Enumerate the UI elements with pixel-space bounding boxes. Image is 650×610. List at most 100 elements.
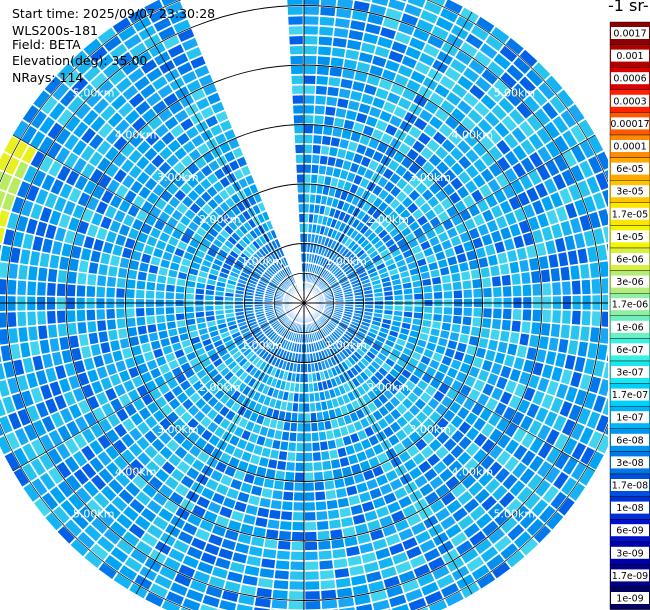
gate-cell [277,312,286,318]
gate-cell [109,69,126,86]
gate-cell [189,203,201,214]
gate-cell [408,126,422,139]
gate-cell [333,312,342,317]
gate-cell [463,397,476,411]
gate-cell [413,312,423,319]
gate-cell [27,296,36,311]
gate-cell [136,316,146,327]
gate-cell [402,397,414,409]
gate-cell [173,539,190,554]
gate-cell [288,591,304,600]
gate-cell [272,321,280,329]
range-ring-label: 5.00km [494,87,536,100]
gate-cell [217,378,227,389]
gate-cell [342,285,352,291]
gate-cell [239,371,249,382]
gate-cell [236,202,246,213]
gate-cell [245,504,259,516]
gate-cell [353,442,364,453]
gate-cell [381,217,391,228]
gate-cell [243,348,252,357]
gate-cell [457,406,470,420]
colorbar-label-bg [611,501,649,514]
gate-cell [353,336,362,344]
gate-cell [400,327,410,336]
gate-cell [500,365,512,379]
gate-cell [213,194,224,205]
gate-cell [352,122,365,133]
gate-cell [72,121,89,138]
gate-cell [272,589,289,600]
gate-cell [231,331,241,339]
gate-cell [433,291,443,299]
gate-cell [205,305,214,312]
gate-cell [456,574,475,590]
gate-cell [332,287,341,292]
gate-cell [228,275,238,282]
ray-line [22,118,305,304]
gate-cell [163,557,181,572]
gate-cell [275,249,282,258]
gate-cell [317,361,323,371]
gate-cell [396,358,407,368]
gate-cell [412,318,422,326]
gate-cell [51,240,63,256]
gate-cell [100,252,111,265]
gate-cell [0,279,7,295]
gate-cell [511,410,525,426]
gate-cell [83,38,102,56]
gate-cell [468,335,479,346]
gate-cell [7,377,20,395]
gate-cell [258,349,267,358]
gate-cell [336,353,344,362]
gate-cell [424,100,439,115]
gate-cell [511,320,521,332]
gate-cell [398,570,416,584]
gate-cell [329,519,342,529]
gate-cell [98,468,114,484]
gate-cell [352,584,369,596]
gate-cell [106,309,116,320]
gate-cell [278,410,286,421]
range-ring-label: 2.00km [367,381,409,394]
gate-cell [118,199,131,213]
gate-cell [471,402,484,416]
gate-cell [39,472,56,491]
gate-cell [121,433,135,448]
gate-cell [477,572,496,589]
gate-cell [494,535,512,552]
gate-cell [463,498,480,513]
gate-cell [512,285,522,297]
ray-line [303,302,448,608]
gate-cell [251,485,263,496]
gate-cell [288,26,303,35]
gate-cell [201,238,212,248]
gate-cell [367,519,382,532]
gate-cell [502,285,512,297]
gate-cell [605,426,608,435]
colorbar-label-bg [611,456,649,469]
gate-cell [500,226,512,240]
azimuth-line [303,302,596,472]
gate-cell [424,292,433,300]
gate-cell [418,52,435,67]
gate-cell [195,288,205,295]
gate-cell [479,184,492,198]
gate-cell [136,540,153,556]
ray-line [303,302,564,518]
gate-cell [337,273,346,281]
gate-cell [299,383,304,392]
gate-cell [68,375,81,390]
gate-cell [454,124,469,139]
gate-cell [200,552,217,565]
gate-cell [86,196,100,211]
gate-cell [462,67,480,83]
gate-cell [288,442,297,452]
ray-line [0,302,305,399]
gate-cell [277,540,291,550]
gate-cell [341,361,350,371]
gate-cell [14,161,29,180]
gate-cell [370,375,380,385]
gate-cell [215,310,224,316]
gate-cell [304,512,316,521]
